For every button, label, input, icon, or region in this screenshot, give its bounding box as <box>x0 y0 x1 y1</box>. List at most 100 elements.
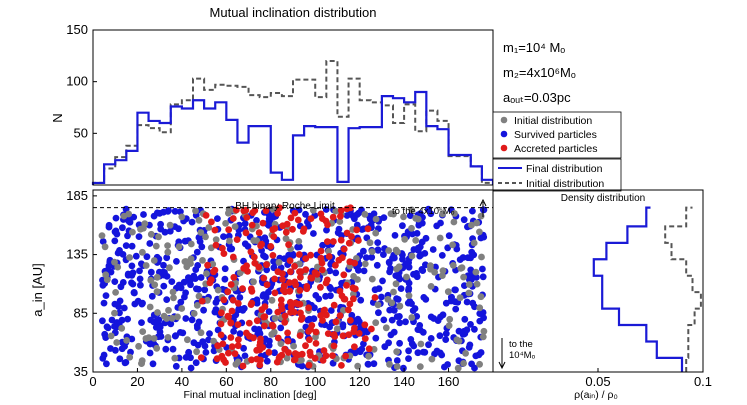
scatter-point-survived <box>210 347 218 355</box>
scatter-point-accreted <box>277 296 285 304</box>
scatter-point-accreted <box>346 300 354 308</box>
histogram-series-final <box>91 90 495 185</box>
scatter-point-survived <box>160 282 168 290</box>
scatter-point-survived <box>408 340 416 348</box>
scatter-point-accreted <box>313 270 321 278</box>
scatter-point-survived <box>157 333 165 340</box>
scatter-point-survived <box>385 259 393 267</box>
scatter-point-accreted <box>234 300 242 307</box>
scatter-point-survived <box>185 349 193 357</box>
scatter-point-initial <box>479 333 487 341</box>
scatter-point-survived <box>172 362 180 370</box>
scatter-point-accreted <box>274 334 282 342</box>
scatter-point-initial <box>184 336 191 344</box>
scatter-point-initial <box>168 314 176 322</box>
scatter-point-survived <box>167 320 175 328</box>
scatter-xtick-label: 0 <box>89 374 96 389</box>
scatter-point-accreted <box>242 206 250 214</box>
scatter-ytick-label: 85 <box>74 305 88 320</box>
scatter-point-survived <box>348 311 356 319</box>
scatter-point-survived <box>131 289 138 297</box>
scatter-point-accreted <box>207 276 215 284</box>
scatter-point-initial <box>139 248 146 256</box>
scatter-point-accreted <box>291 262 298 270</box>
scatter-point-initial <box>361 210 369 218</box>
scatter-point-initial <box>204 296 211 304</box>
scatter-point-initial <box>126 254 133 261</box>
scatter-point-accreted <box>197 354 205 361</box>
bottom-annotation-line1: to the <box>509 339 533 350</box>
scatter-point-survived <box>176 329 184 336</box>
scatter-point-survived <box>411 305 419 312</box>
scatter-point-initial <box>170 294 177 302</box>
scatter-point-initial <box>101 243 109 251</box>
scatter-point-initial <box>226 237 233 245</box>
scatter-point-accreted <box>305 304 312 312</box>
scatter-point-accreted <box>259 219 267 227</box>
scatter-point-survived <box>459 254 467 261</box>
scatter-point-initial <box>477 293 485 301</box>
scatter-ylabel: a_in [AU] <box>30 263 45 316</box>
scatter-point-initial <box>382 324 390 332</box>
scatter-point-accreted <box>296 286 304 294</box>
scatter-point-initial <box>449 262 457 269</box>
param-m1: m₁=10⁴ Mₒ <box>503 40 565 55</box>
scatter-point-survived <box>99 317 106 325</box>
scatter-point-survived <box>146 349 154 357</box>
scatter-point-accreted <box>248 287 256 295</box>
scatter-point-survived <box>419 267 427 274</box>
scatter-point-survived <box>425 341 432 349</box>
scatter-point-survived <box>375 285 383 292</box>
scatter-point-survived <box>116 355 124 363</box>
scatter-point-survived <box>137 281 144 289</box>
scatter-point-initial <box>408 224 415 232</box>
scatter-point-accreted <box>220 296 228 304</box>
scatter-point-accreted <box>262 207 270 215</box>
scatter-point-initial <box>451 210 458 217</box>
scatter-point-survived <box>126 218 134 226</box>
scatter-point-survived <box>277 324 285 332</box>
scatter-point-initial <box>193 348 201 356</box>
scatter-point-accreted <box>294 300 302 308</box>
scatter-point-survived <box>221 275 229 283</box>
scatter-point-survived <box>405 347 412 355</box>
scatter-point-initial <box>123 337 130 344</box>
scatter-point-initial <box>192 207 199 215</box>
scatter-point-survived <box>163 273 171 280</box>
scatter-point-survived <box>197 274 205 281</box>
scatter-point-accreted <box>218 309 225 317</box>
scatter-point-accreted <box>339 332 347 340</box>
scatter-point-accreted <box>318 259 326 267</box>
down-arrow-icon <box>498 361 506 370</box>
scatter-point-survived <box>442 330 450 337</box>
scatter-point-survived <box>241 240 249 248</box>
scatter-point-survived <box>378 293 385 301</box>
scatter-point-survived <box>230 328 238 335</box>
scatter-point-survived <box>472 352 480 360</box>
scatter-point-initial <box>394 248 401 256</box>
scatter-point-accreted <box>330 331 338 338</box>
scatter-point-survived <box>393 313 401 320</box>
scatter-point-survived <box>198 243 206 251</box>
scatter-point-accreted <box>211 266 219 274</box>
density-x-ticks: 0.05 0.1 <box>585 368 712 389</box>
scatter-point-survived <box>171 207 179 215</box>
scatter-point-survived <box>135 233 143 241</box>
scatter-point-survived <box>437 219 444 227</box>
scatter-point-accreted <box>268 321 276 329</box>
scatter-point-survived <box>156 209 164 217</box>
scatter-point-accreted <box>222 359 229 366</box>
scatter-point-survived <box>112 214 120 222</box>
density-lines <box>592 206 702 372</box>
scatter-point-accreted <box>245 319 253 327</box>
scatter-point-survived <box>362 254 370 261</box>
scatter-point-accreted <box>231 350 239 358</box>
scatter-point-initial <box>385 247 393 254</box>
scatter-point-accreted <box>291 278 299 286</box>
scatter-point-survived <box>399 222 406 230</box>
scatter-point-survived <box>363 234 371 242</box>
scatter-point-survived <box>479 265 486 273</box>
scatter-point-survived <box>202 349 210 356</box>
scatter-point-accreted <box>332 318 340 326</box>
scatter-point-initial <box>372 319 380 327</box>
